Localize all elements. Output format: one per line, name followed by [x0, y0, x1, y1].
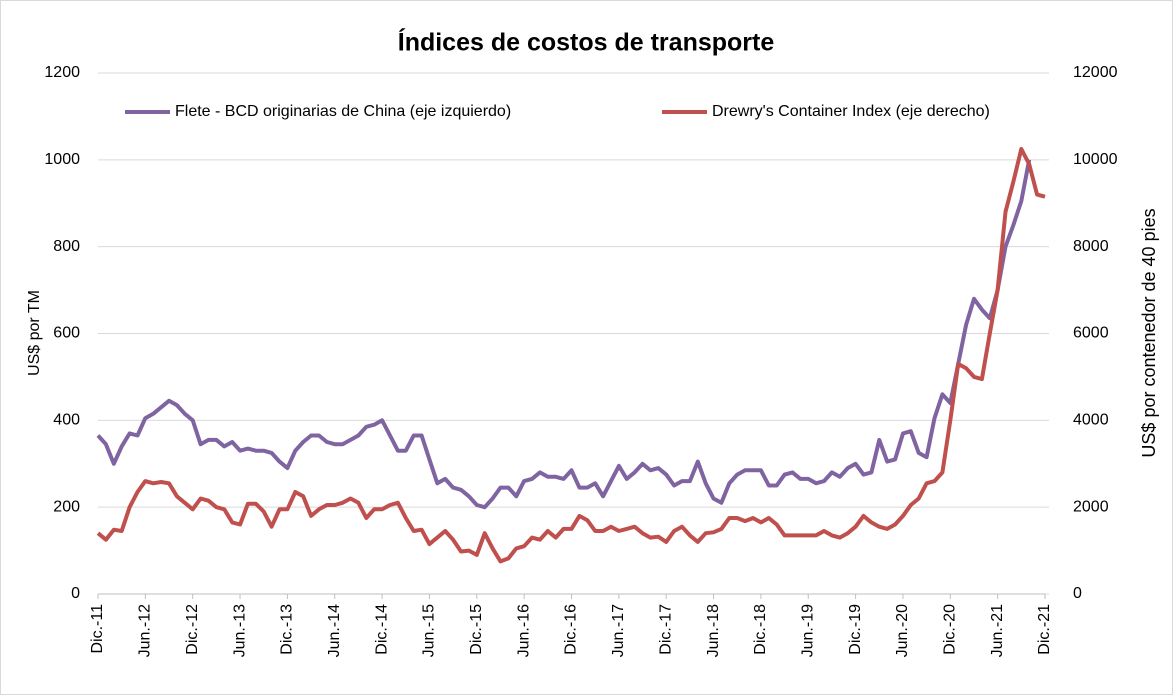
- x-tick-label: Dic.-20: [942, 604, 959, 655]
- y2-tick-label: 10000: [1073, 151, 1118, 168]
- x-tick-label: Jun.-21: [989, 604, 1006, 657]
- y-tick-label: 1200: [44, 64, 80, 81]
- legend-label: Flete - BCD originarias de China (eje iz…: [175, 103, 511, 120]
- y-tick-label: 600: [53, 325, 80, 342]
- y2-tick-label: 2000: [1073, 498, 1109, 515]
- y-tick-label: 200: [53, 498, 80, 515]
- y2-tick-label: 8000: [1073, 238, 1109, 255]
- y-tick-label: 400: [53, 412, 80, 429]
- y-tick-label: 0: [71, 585, 80, 602]
- y-axis-label: US$ por TM: [26, 290, 43, 376]
- x-tick-label: Dic.-21: [1036, 604, 1053, 655]
- x-tick-label: Jun.-19: [799, 604, 816, 657]
- x-tick-label: Dic.-12: [184, 604, 201, 655]
- x-tick-label: Jun.-17: [610, 604, 627, 657]
- x-tick-label: Dic.-14: [373, 604, 390, 655]
- x-tick-label: Dic.-13: [279, 604, 296, 655]
- x-tick-label: Jun.-16: [515, 604, 532, 657]
- x-tick-label: Dic.-19: [847, 604, 864, 655]
- x-tick-label: Dic.-15: [468, 604, 485, 655]
- x-tick-label: Dic.-18: [752, 604, 769, 655]
- y2-axis-label: US$ por contenedor de 40 pies: [1139, 208, 1159, 457]
- x-tick-label: Dic.-11: [89, 604, 106, 654]
- series-line: [96, 159, 1032, 510]
- y-tick-label: 1000: [44, 151, 80, 168]
- x-tick-label: Jun.-20: [894, 604, 911, 657]
- y-tick-label: 800: [53, 238, 80, 255]
- x-tick-label: Jun.-14: [326, 604, 343, 657]
- y2-tick-label: 0: [1073, 585, 1082, 602]
- series-line: [96, 147, 1046, 564]
- legend-label: Drewry's Container Index (eje derecho): [712, 103, 990, 120]
- x-tick-label: Jun.-12: [137, 604, 154, 657]
- y2-tick-label: 12000: [1073, 64, 1118, 81]
- x-tick-label: Dic.-16: [563, 604, 580, 655]
- x-tick-label: Jun.-13: [231, 604, 248, 657]
- chart-title: Índices de costos de transporte: [398, 28, 775, 57]
- x-tick-label: Jun.-15: [421, 604, 438, 657]
- x-tick-label: Jun.-18: [705, 604, 722, 657]
- y2-tick-label: 6000: [1073, 325, 1109, 342]
- y2-tick-label: 4000: [1073, 412, 1109, 429]
- x-tick-label: Dic.-17: [657, 604, 674, 655]
